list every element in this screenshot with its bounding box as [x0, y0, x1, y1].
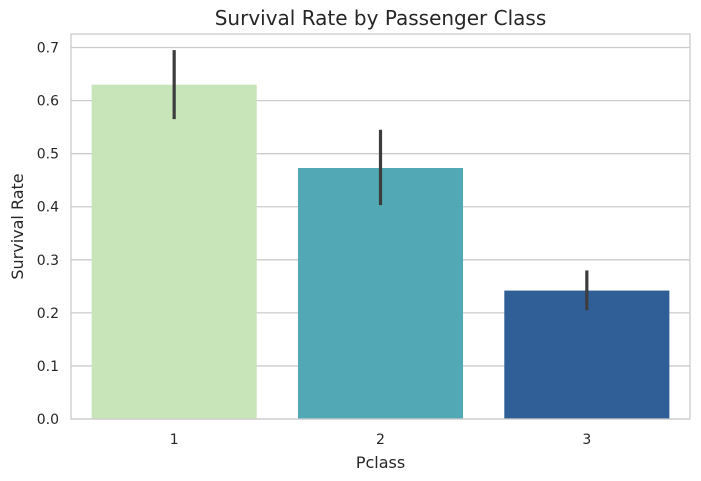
x-tick-labels: 1 2 3 — [170, 432, 592, 448]
y-tick-label: 0.1 — [37, 359, 59, 375]
x-axis-label: Pclass — [356, 453, 405, 472]
error-bars — [172, 50, 589, 311]
chart-title: Survival Rate by Passenger Class — [215, 6, 547, 30]
y-tick-label: 0.2 — [37, 306, 59, 322]
y-tick-label: 0.6 — [37, 94, 59, 110]
bar-class-3 — [504, 290, 670, 419]
y-tick-label: 0.4 — [37, 200, 59, 216]
x-tick-label: 2 — [376, 432, 385, 448]
y-tick-label: 0.3 — [37, 253, 59, 269]
x-tick-label: 1 — [170, 432, 179, 448]
y-axis-label: Survival Rate — [8, 173, 27, 279]
y-tick-label: 0.5 — [37, 147, 59, 163]
y-tick-label: 0.7 — [37, 41, 59, 57]
bar-class-1 — [91, 84, 257, 420]
y-tick-labels: 0.0 0.1 0.2 0.3 0.4 0.5 0.6 0.7 — [37, 41, 59, 428]
y-tick-label: 0.0 — [37, 412, 59, 428]
x-tick-label: 3 — [582, 432, 591, 448]
bar-class-2 — [297, 167, 464, 419]
plot-frame — [70, 33, 691, 420]
bars — [91, 84, 670, 420]
